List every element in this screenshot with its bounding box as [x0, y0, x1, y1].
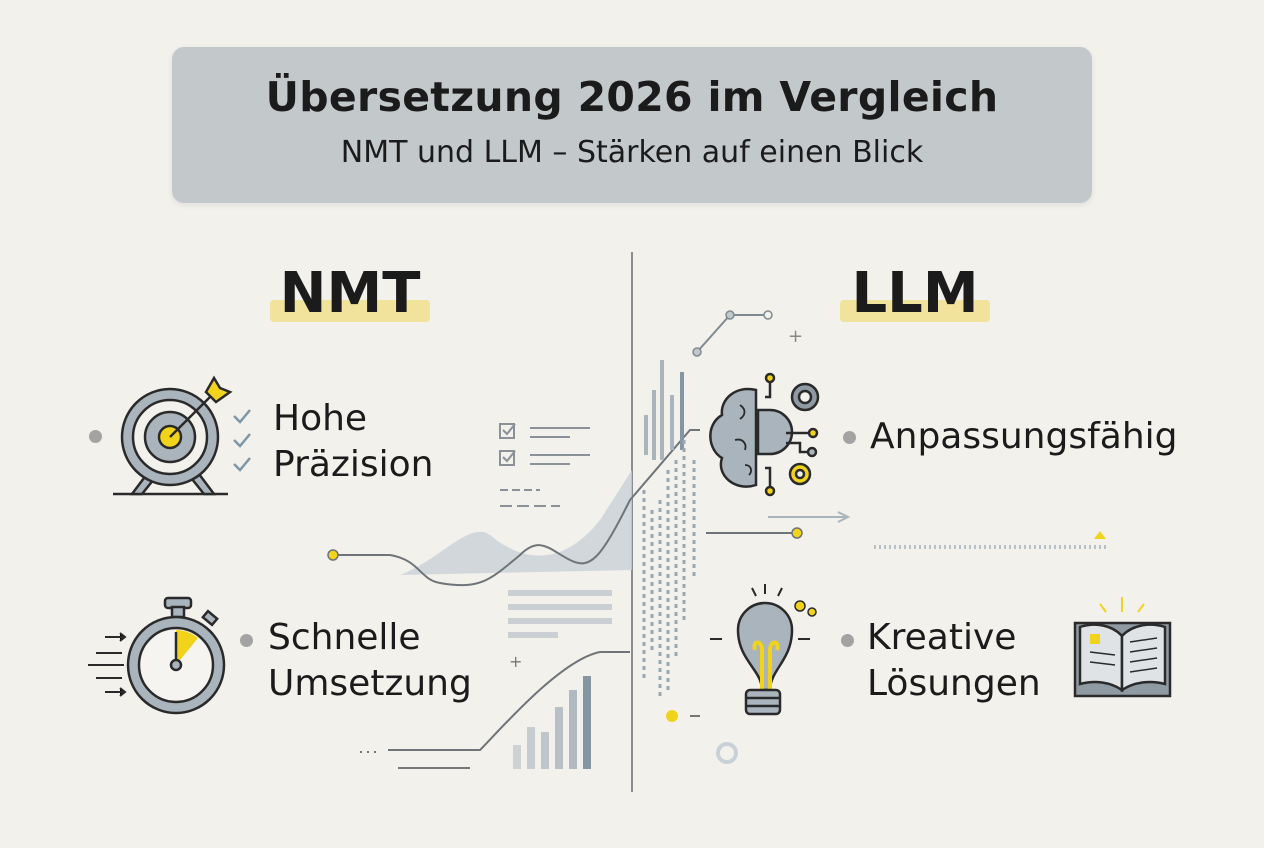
- llm-item-adaptive: Anpassungsfähig: [870, 414, 1178, 460]
- item-line: Schnelle: [268, 617, 421, 658]
- checklist-icon: [499, 423, 590, 507]
- bullet-dot: [841, 634, 854, 647]
- node-dot: [327, 549, 339, 561]
- brain-gears-icon: [709, 372, 820, 497]
- page-title: Übersetzung 2026 im Vergleich: [265, 73, 999, 121]
- item-line: Präzision: [273, 444, 434, 485]
- bullet-dot: [89, 430, 102, 443]
- llm-highlight: [840, 300, 990, 322]
- dash-grid: [508, 590, 612, 638]
- nmt-item-precision: Hohe Präzision: [273, 396, 433, 488]
- connector-line: [696, 314, 768, 353]
- llm-item-creative: Kreative Lösungen: [867, 615, 1041, 707]
- nmt-heading: NMT: [279, 261, 421, 326]
- area-wave: [400, 470, 632, 575]
- item-line: Hohe: [273, 398, 368, 439]
- target-arrow-icon: [113, 375, 233, 496]
- lightbulb-icon: [710, 584, 817, 716]
- header-banner: Übersetzung 2026 im Vergleich NMT und LL…: [172, 47, 1092, 203]
- check-icon: [233, 409, 251, 472]
- vertical-dash-columns: [642, 440, 696, 700]
- stopwatch-icon: [126, 596, 226, 715]
- item-line: Lösungen: [867, 663, 1041, 704]
- bullet-dot: [843, 431, 856, 444]
- item-line: Anpassungsfähig: [870, 416, 1178, 457]
- page-subtitle: NMT und LLM – Stärken auf einen Blick: [340, 135, 924, 170]
- nmt-item-speed: Schnelle Umsetzung: [268, 615, 472, 707]
- bullet-dot: [240, 634, 253, 647]
- item-line: Kreative: [867, 617, 1017, 658]
- open-book-icon: [1073, 597, 1172, 698]
- speed-lines-icon: [88, 632, 127, 697]
- loading-ring-icon: [716, 742, 738, 764]
- svg-text:+: +: [788, 326, 803, 347]
- nmt-highlight: [270, 300, 430, 322]
- item-line: Umsetzung: [268, 663, 472, 704]
- bar-chart-icon: [513, 676, 591, 769]
- line-wave: [336, 429, 700, 587]
- llm-heading: LLM: [851, 261, 979, 326]
- plus-icon: +: [509, 652, 522, 671]
- growth-line: [388, 651, 630, 751]
